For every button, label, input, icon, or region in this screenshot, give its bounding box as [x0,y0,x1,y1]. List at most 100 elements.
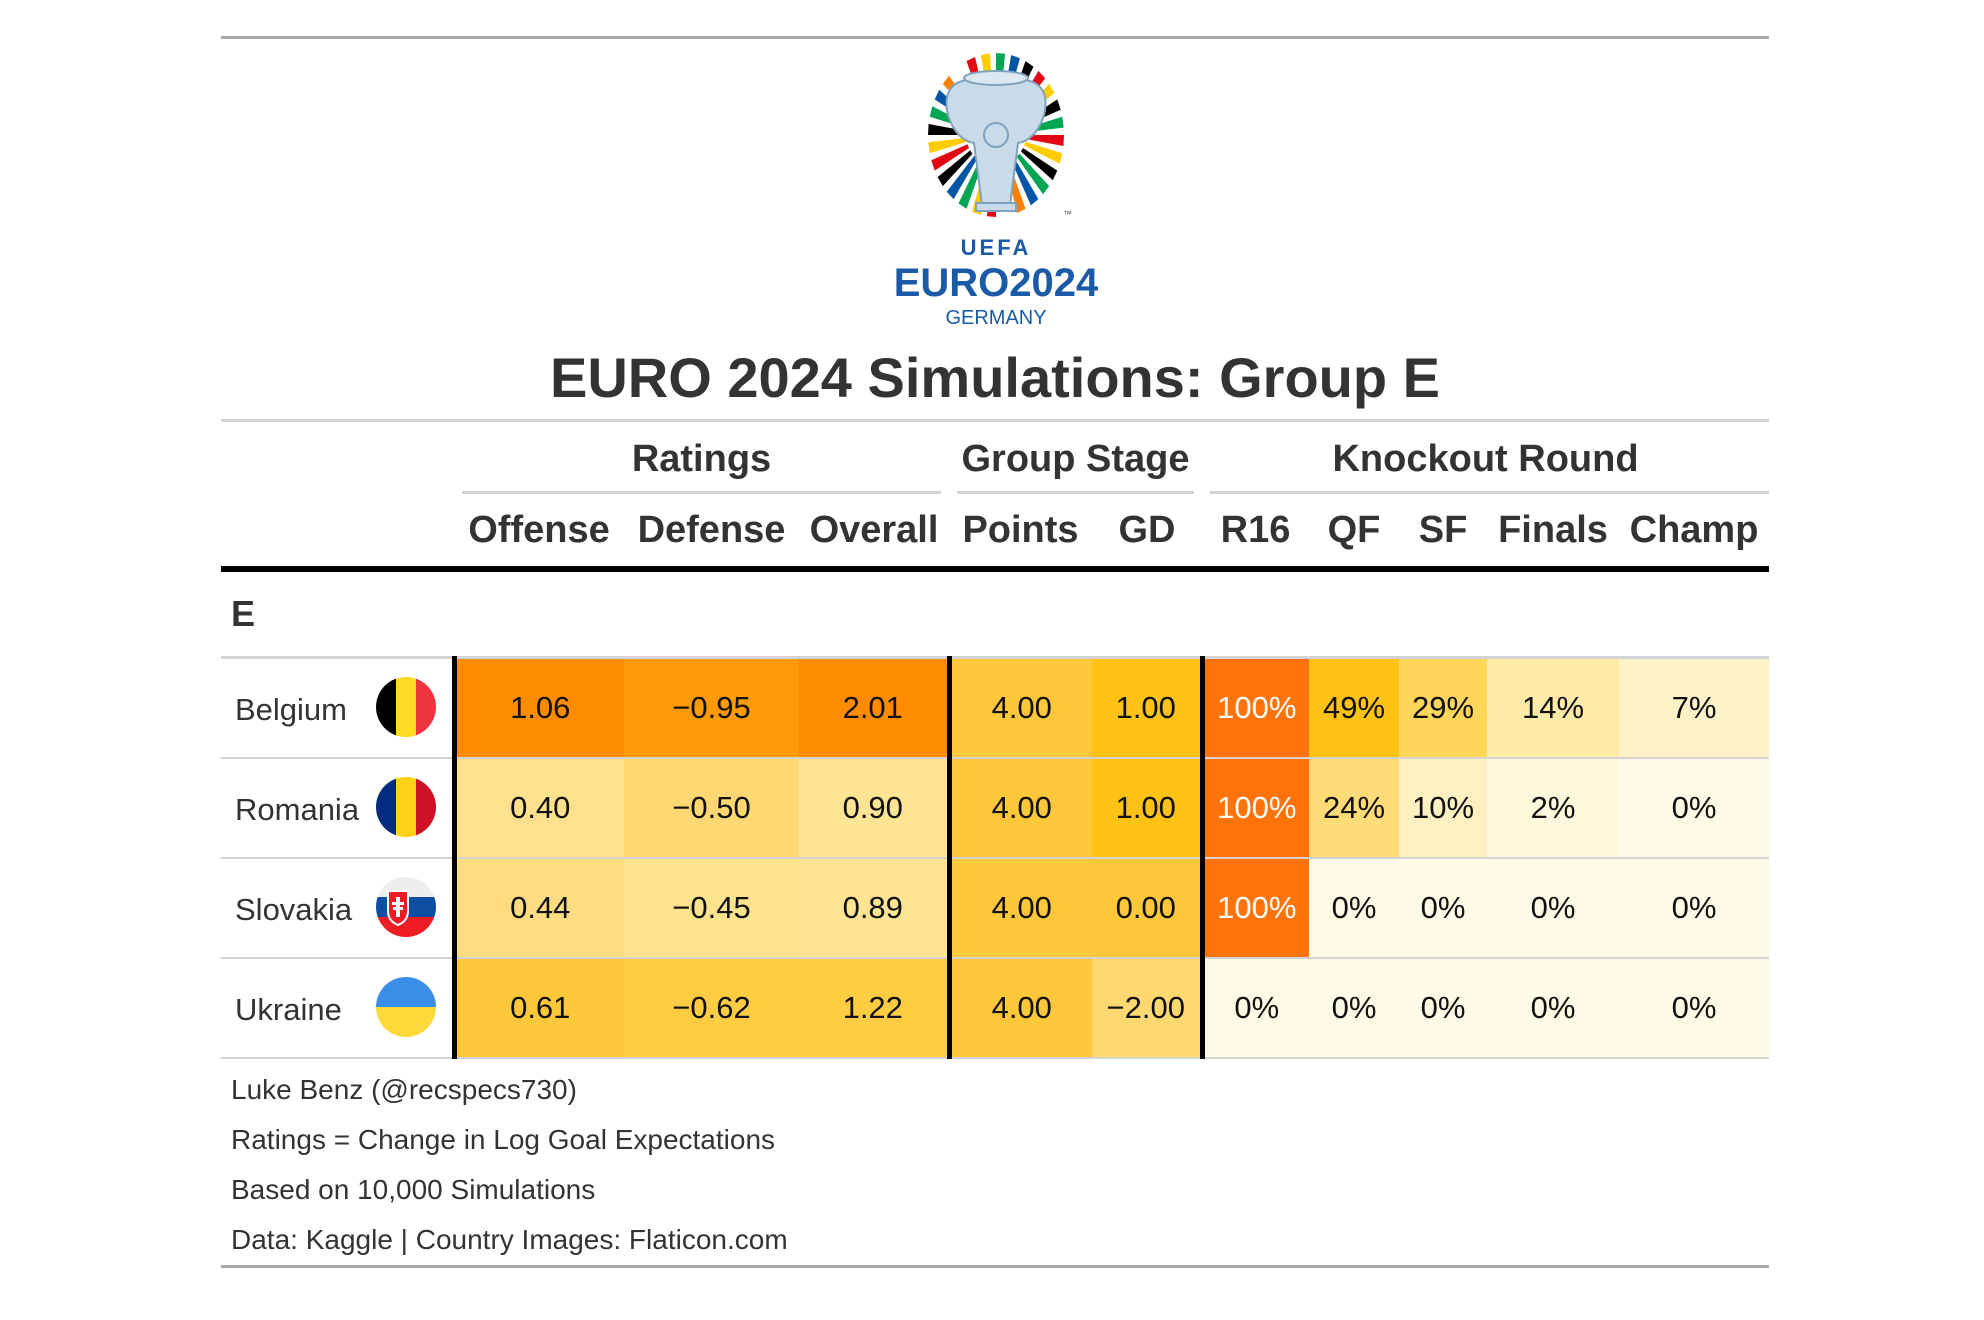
bottom-rule [221,1265,1769,1268]
logo-wedge [931,144,969,171]
finals-cell: 2% [1487,758,1619,859]
overall-cell: 0.89 [799,858,949,959]
germany-text: GERMANY [945,307,1046,329]
belgium-flag-icon [376,677,436,737]
overall-cell: 0.90 [799,758,949,859]
finals-cell: 14% [1487,657,1619,759]
table-container: ™ UEFA EURO2024 GERMANY EURO 2024 Simula… [221,36,1770,1268]
slovakia-flag-icon [376,877,436,937]
team-name: Slovakia [235,892,353,927]
table-row: Belgium 1.06 −0.95 2.01 4.00 1.00 100% 49% 29% 14… [221,657,1770,759]
page-title: EURO 2024 Simulations: Group E [550,346,1440,409]
column-header: Finals [1498,508,1608,551]
footer-note: Ratings = Change in Log Goal Expectation… [231,1124,776,1155]
column-header: Champ [1629,508,1759,551]
team-cell: Slovakia [221,858,454,959]
qf-cell: 24% [1309,758,1399,859]
finals-cell: 0% [1487,858,1619,959]
defense-cell: −0.50 [624,758,799,859]
column-header: Overall [809,508,939,551]
points-cell: 4.00 [946,758,1092,859]
r16-cell: 0% [1199,958,1309,1059]
overall-cell: 1.22 [799,958,949,1059]
team-cell: Romania [221,758,454,859]
euro-2024-logo: ™ UEFA EURO2024 GERMANY [221,39,1769,339]
logo-wedge [1011,158,1039,206]
footer-notes: Luke Benz (@recspecs730) Ratings = Chang… [221,1059,1769,1265]
column-header: Points [962,508,1079,551]
team-cell: Ukraine [221,958,454,1059]
offense-cell: 0.40 [451,758,624,859]
spanner-knockout-round: Knockout Round [1202,422,1770,494]
qf-cell: 0% [1309,958,1399,1059]
offense-cell: 1.06 [451,657,624,759]
footer-note: Based on 10,000 Simulations [231,1174,596,1205]
defense-cell: −0.62 [624,958,799,1059]
overall-cell: 2.01 [799,657,949,759]
title-rule [221,419,1769,422]
column-header: Offense [468,508,610,551]
spanner-group-stage: Group Stage [949,422,1202,494]
spanner-row: Ratings Group Stage Knockout Round [221,422,1770,494]
points-cell: 4.00 [946,657,1092,759]
gd-cell: 1.00 [1092,758,1202,859]
finals-cell: 0% [1487,958,1619,1059]
table-row: Ukraine 0.61 −0.62 1.22 4.00 −2.00 0% 0% 0% 0% 0% [221,958,1770,1059]
gd-cell: 1.00 [1092,657,1202,759]
svg-text:™: ™ [1063,209,1072,219]
sf-cell: 0% [1399,858,1487,959]
qf-cell: 0% [1309,858,1399,959]
sf-cell: 0% [1399,958,1487,1059]
champ-cell: 7% [1619,657,1770,759]
gd-cell: −2.00 [1092,958,1202,1059]
logo-wedge [1016,153,1050,195]
sf-cell: 29% [1399,657,1487,759]
table-row: Romania 0.40 −0.50 0.90 4.00 1.00 100% 24% 10% 2%… [221,758,1770,859]
header-thick-rule [221,566,1770,572]
team-name: Ukraine [235,992,342,1027]
footer-note: Luke Benz (@recspecs730) [231,1074,577,1105]
table-row: Slovakia 0.44 −0.45 0.89 4.00 0.00 100% 0% 0% 0% 0… [221,858,1770,959]
champ-cell: 0% [1619,758,1770,859]
romania-flag-icon [376,777,436,837]
euro-2024-trophy-logo: ™ UEFA EURO2024 GERMANY [894,53,1099,329]
euro2024-text: EURO2024 [894,261,1099,305]
group-label: E [221,572,1770,659]
offense-cell: 0.61 [451,958,624,1059]
r16-cell: 100% [1199,858,1309,959]
footer-note: Data: Kaggle | Country Images: Flaticon.… [231,1224,788,1255]
team-name: Belgium [235,692,347,727]
column-header: R16 [1220,508,1291,551]
logo-wedge [937,150,973,187]
offense-cell: 0.44 [451,858,624,959]
logo-wedge [1021,148,1058,181]
uefa-text: UEFA [961,235,1032,260]
column-header: GD [1118,508,1176,551]
champ-cell: 0% [1619,858,1770,959]
logo-wedge [1024,141,1063,164]
defense-cell: −0.45 [624,858,799,959]
sf-cell: 10% [1399,758,1487,859]
r16-cell: 100% [1199,758,1309,859]
column-header: QF [1327,508,1381,551]
logo-wedge [946,155,978,200]
defense-cell: −0.95 [624,657,799,759]
group-row: E [221,572,1770,659]
logo-wedge [928,137,967,154]
team-cell: Belgium [221,657,454,759]
spanner-ratings: Ratings [454,422,949,494]
column-header-row: Offense Defense Overall Points GD R16 QF… [221,494,1769,566]
top-rule [221,36,1769,39]
ukraine-flag-icon [376,977,436,1037]
qf-cell: 49% [1309,657,1399,759]
champ-cell: 0% [1619,958,1770,1059]
column-header: Defense [637,508,786,551]
points-cell: 4.00 [946,958,1092,1059]
gd-cell: 0.00 [1092,858,1202,959]
column-header: SF [1418,508,1468,551]
r16-cell: 100% [1199,657,1309,759]
simulation-table: Ratings Group Stage Knockout Round Offen… [221,422,1770,1059]
team-name: Romania [235,792,360,827]
points-cell: 4.00 [946,858,1092,959]
logo-wedge [1025,135,1064,146]
